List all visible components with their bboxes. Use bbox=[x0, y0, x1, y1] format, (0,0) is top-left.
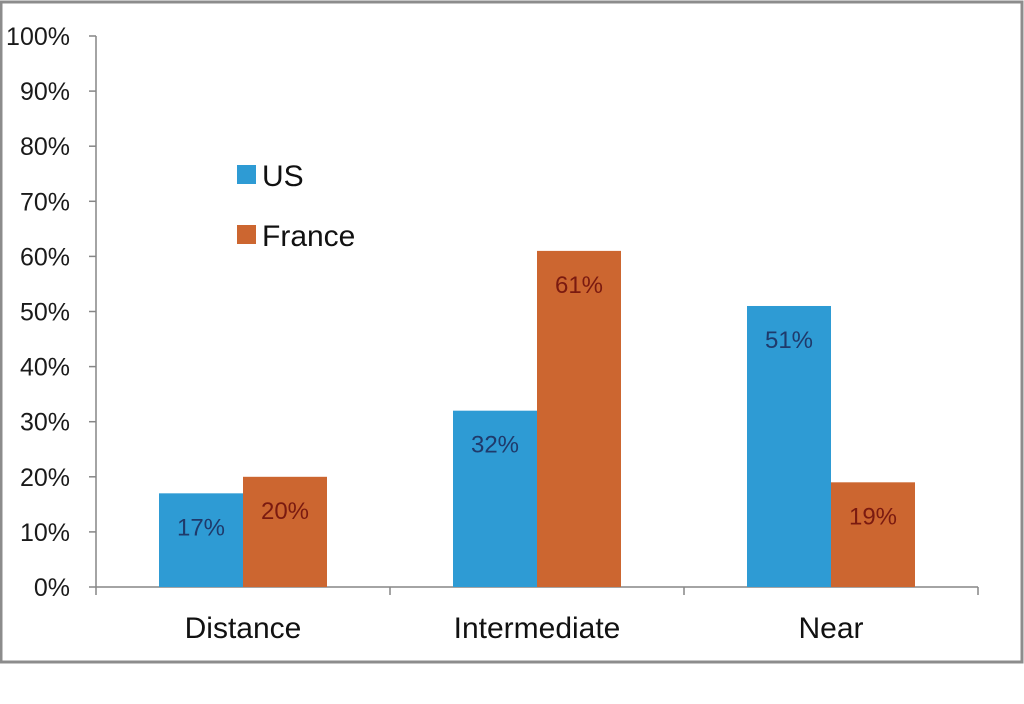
y-tick-label: 20% bbox=[20, 464, 70, 492]
bar bbox=[537, 250, 621, 587]
legend-swatch bbox=[237, 225, 256, 244]
data-label: 19% bbox=[849, 503, 897, 530]
bar bbox=[747, 305, 831, 587]
y-tick-label: 50% bbox=[20, 299, 70, 327]
legend-label: France bbox=[262, 220, 355, 253]
data-label: 51% bbox=[765, 327, 813, 354]
data-label: 20% bbox=[261, 498, 309, 525]
category-label: Intermediate bbox=[454, 612, 621, 645]
legend-swatch bbox=[237, 165, 256, 184]
y-tick-label: 0% bbox=[34, 574, 70, 602]
data-label: 61% bbox=[555, 272, 603, 299]
y-tick-label: 10% bbox=[20, 519, 70, 547]
y-tick-label: 70% bbox=[20, 188, 70, 216]
bar bbox=[453, 410, 537, 587]
y-tick-label: 40% bbox=[20, 354, 70, 382]
bar bbox=[243, 476, 327, 587]
data-label: 32% bbox=[471, 432, 519, 459]
y-tick-label: 90% bbox=[20, 78, 70, 106]
legend: US France bbox=[237, 160, 355, 253]
y-tick-label: 100% bbox=[6, 23, 70, 51]
y-tick-label: 80% bbox=[20, 133, 70, 161]
legend-label: US bbox=[262, 160, 304, 193]
category-label: Near bbox=[798, 612, 863, 645]
y-tick-label: 30% bbox=[20, 409, 70, 437]
category-label: Distance bbox=[185, 612, 302, 645]
data-label: 17% bbox=[177, 514, 225, 541]
bar bbox=[159, 493, 243, 587]
y-tick-label: 60% bbox=[20, 243, 70, 271]
bar bbox=[831, 482, 915, 587]
